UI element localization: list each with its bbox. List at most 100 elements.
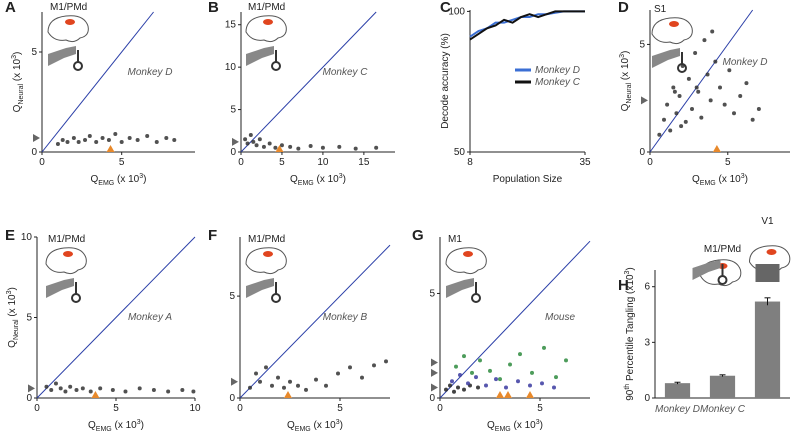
point bbox=[484, 383, 488, 388]
panel-letter: A bbox=[5, 0, 16, 16]
point bbox=[690, 106, 694, 111]
y-tick-label: 5 bbox=[31, 47, 37, 58]
axis-label-part: Q bbox=[692, 174, 700, 185]
point bbox=[672, 89, 677, 94]
point bbox=[71, 136, 76, 140]
axis-label-part: th bbox=[624, 384, 631, 390]
point bbox=[127, 136, 132, 140]
subject-label: Monkey D bbox=[127, 67, 172, 78]
panel-letter: H bbox=[618, 277, 629, 294]
point bbox=[113, 132, 118, 136]
image-patch bbox=[755, 264, 780, 282]
x-tick-label: 5 bbox=[279, 157, 285, 168]
axis-label-part: ) bbox=[340, 420, 343, 431]
point bbox=[705, 72, 710, 77]
axis-label-part: 3 bbox=[624, 270, 631, 274]
y-tick-label: 0 bbox=[639, 147, 645, 158]
point bbox=[554, 375, 558, 380]
x-tick-label: 0 bbox=[34, 403, 40, 414]
axis-label: QEMG (x 103) bbox=[287, 419, 343, 433]
x-tick-label: 5 bbox=[337, 403, 343, 414]
panel-letter: G bbox=[412, 227, 424, 244]
y-tick-label: 0 bbox=[26, 393, 32, 404]
axis-label: QEMG (x 103) bbox=[290, 173, 346, 187]
region-label: S1 bbox=[654, 4, 667, 15]
point bbox=[677, 94, 682, 99]
point bbox=[674, 111, 679, 116]
point bbox=[308, 144, 313, 149]
point bbox=[516, 379, 520, 384]
point bbox=[164, 136, 169, 140]
handle-icon bbox=[71, 293, 81, 303]
x-median-marker bbox=[91, 391, 100, 398]
point bbox=[279, 143, 284, 148]
axis-label-part: EMG bbox=[98, 180, 114, 187]
x-tick-label: 8 bbox=[467, 157, 473, 168]
point bbox=[100, 136, 105, 140]
arm-icon bbox=[246, 278, 274, 298]
axis-label-part: 3 bbox=[336, 419, 340, 426]
region-label: M1/PMd bbox=[48, 234, 85, 245]
point bbox=[452, 389, 456, 394]
x-tick-label: 10 bbox=[189, 403, 201, 414]
x-tick-label: 0 bbox=[647, 157, 653, 168]
x-tick-label: 5 bbox=[537, 403, 543, 414]
region-label: M1/PMd bbox=[704, 244, 741, 255]
axis-label-part: ) bbox=[540, 420, 543, 431]
point bbox=[135, 138, 140, 142]
point bbox=[261, 144, 266, 149]
axis-label: QNeural (x 103) bbox=[11, 52, 25, 113]
point bbox=[166, 389, 171, 394]
point bbox=[679, 124, 684, 129]
point bbox=[444, 387, 448, 392]
axis-label-part: Q bbox=[12, 104, 23, 112]
brain-area bbox=[263, 251, 273, 257]
y-median-marker bbox=[231, 377, 238, 386]
point bbox=[304, 387, 308, 392]
arm-icon bbox=[692, 260, 721, 280]
bar bbox=[664, 383, 691, 398]
point bbox=[282, 385, 286, 390]
axis-label-part: Q bbox=[287, 420, 295, 431]
y-tick-label: 0 bbox=[644, 393, 650, 404]
brain-area bbox=[63, 251, 73, 257]
axis-label: Decode accuracy (%) bbox=[440, 33, 451, 129]
axis-label-part: 3 bbox=[6, 290, 13, 294]
x-median-marker bbox=[284, 391, 292, 398]
y-tick-label: 6 bbox=[644, 282, 650, 293]
point bbox=[458, 373, 462, 377]
region-label: M1/PMd bbox=[248, 2, 285, 13]
axis-label-part: (x 10 bbox=[716, 174, 741, 185]
brain-area bbox=[65, 19, 75, 25]
point bbox=[360, 375, 364, 380]
panel-letter: F bbox=[208, 227, 217, 244]
point bbox=[657, 132, 662, 137]
panel-letter: C bbox=[440, 0, 451, 16]
axis-label-part: ) bbox=[12, 52, 23, 55]
point bbox=[470, 370, 474, 375]
point bbox=[258, 379, 262, 384]
arm-icon bbox=[46, 278, 74, 298]
point bbox=[58, 386, 63, 391]
point bbox=[154, 140, 159, 144]
point bbox=[696, 89, 701, 94]
point bbox=[248, 133, 253, 138]
axis-label-part: (x 10 bbox=[311, 420, 336, 431]
point bbox=[87, 134, 92, 138]
point bbox=[172, 138, 177, 142]
y-median-marker bbox=[28, 384, 35, 393]
y-tick-label: 5 bbox=[229, 291, 235, 302]
point bbox=[110, 387, 115, 392]
point bbox=[248, 385, 252, 390]
axis-label-part: (x 10 bbox=[620, 57, 631, 82]
y-tick-label: 5 bbox=[26, 313, 32, 324]
point bbox=[63, 389, 68, 394]
point bbox=[448, 383, 452, 388]
unity-line bbox=[439, 240, 591, 399]
axis-label: QNeural (x 103) bbox=[619, 51, 633, 112]
brain-icon bbox=[651, 17, 693, 45]
arm-icon bbox=[48, 46, 76, 66]
point bbox=[662, 117, 666, 122]
point bbox=[665, 102, 670, 107]
